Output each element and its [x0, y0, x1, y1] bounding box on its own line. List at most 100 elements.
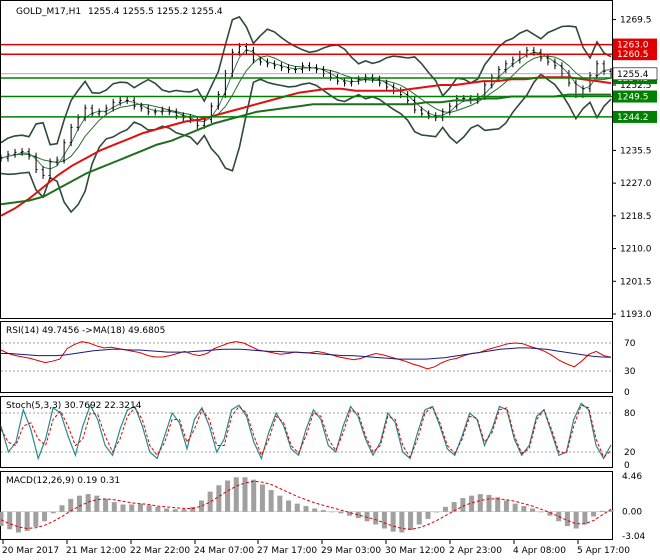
macd-title: MACD(12,26,9) 0.19 0.31 [6, 476, 120, 486]
price-axis-label: 1227.0 [620, 179, 652, 189]
rsi-axis-label: 30 [624, 367, 636, 377]
macd-histogram-bar [460, 498, 466, 512]
macd-histogram-bar [68, 498, 74, 512]
macd-histogram-bar [521, 506, 527, 512]
macd-histogram-bar [495, 497, 501, 512]
rsi-panel-frame [0, 321, 613, 393]
macd-histogram-bar [477, 494, 483, 512]
stoch-axis-label: 80 [624, 409, 636, 419]
time-axis-label: 20 Mar 2017 [2, 546, 59, 556]
macd-histogram-bar [164, 508, 170, 512]
macd-histogram-bar [242, 477, 248, 512]
macd-histogram-bar [399, 511, 405, 533]
macd-histogram-bar [329, 511, 335, 513]
macd-histogram-bar [198, 500, 204, 512]
level-label-1260.5: 1260.5 [617, 50, 649, 60]
stochastic-panel: 80 20 0 [0, 402, 636, 471]
macd-histogram-bar [599, 510, 605, 512]
macd-histogram-bar [338, 511, 344, 514]
macd-histogram-bar [225, 480, 231, 512]
macd-histogram-bar [146, 505, 152, 512]
macd-histogram-bar [408, 511, 414, 531]
macd-histogram-bar [451, 502, 457, 512]
macd-histogram-bar [129, 504, 135, 512]
bollinger-upper-band [0, 15, 612, 146]
macd-histogram-bar [512, 503, 518, 512]
moving-average-short [0, 49, 612, 170]
macd-histogram-bar [582, 511, 588, 525]
stoch-axis-label: 0 [624, 461, 630, 471]
rsi-axis-label: 0 [624, 388, 630, 398]
rsi-axis-label: 70 [624, 339, 636, 349]
macd-axis-label: -3.04 [622, 532, 646, 542]
stoch-main-line [0, 402, 612, 461]
macd-histogram-bar [85, 494, 91, 512]
time-axis-label: 4 Apr 08:00 [513, 546, 566, 556]
price-axis-label: 1269.5 [620, 16, 652, 26]
macd-histogram-bar [390, 511, 396, 532]
chart-symbol-label: GOLD_M17,H1 [16, 7, 81, 17]
rsi-ma-line [1, 347, 612, 360]
macd-histogram-bar [155, 506, 161, 512]
price-axis-label: 1252.5 [620, 81, 652, 91]
price-axis-label: 1201.5 [620, 277, 652, 287]
macd-panel: 4.46 0.00 -3.04 [0, 472, 646, 542]
bollinger-lower-band [0, 72, 612, 214]
time-axis-label: 5 Apr 17:00 [577, 546, 630, 556]
rsi-panel: 70 30 0 [0, 339, 636, 398]
macd-histogram-bar [364, 511, 370, 522]
macd-histogram-bar [251, 479, 257, 512]
main-panel-frame [0, 0, 613, 319]
level-label-1244.2: 1244.2 [617, 113, 649, 123]
macd-histogram-bar [190, 506, 196, 512]
level-label-1249.5: 1249.5 [617, 93, 649, 103]
macd-histogram-bar [442, 506, 448, 512]
macd-histogram-bar [0, 511, 4, 527]
macd-panel-frame [0, 471, 613, 540]
macd-histogram-bar [181, 509, 187, 512]
time-axis-label: 21 Mar 12:00 [66, 546, 126, 556]
macd-histogram-bar [59, 505, 65, 512]
macd-histogram-bar [268, 490, 274, 512]
stoch-panel-frame [0, 396, 613, 468]
macd-histogram-bar [303, 506, 309, 512]
macd-histogram-bar [50, 511, 56, 514]
level-tag-1263.0 [613, 38, 657, 51]
level-tag-1260.5 [613, 48, 657, 61]
stoch-signal-line [0, 404, 612, 459]
macd-axis-label: 4.46 [622, 472, 642, 482]
level-tag-1249.5 [613, 90, 657, 103]
macd-histogram-bar [33, 511, 39, 527]
macd-axis-label: 0.00 [622, 508, 642, 518]
current-price-tag [612, 67, 658, 81]
time-axis-label: 2 Apr 23:00 [449, 546, 502, 556]
macd-histogram-bar [530, 508, 536, 512]
macd-histogram-bar [425, 511, 431, 519]
time-axis: 20 Mar 2017 21 Mar 12:00 22 Mar 22:00 24 Ma… [2, 540, 630, 556]
price-axis-label: 1218.5 [620, 212, 652, 222]
macd-histogram-bar [347, 511, 353, 516]
macd-histogram-bar [469, 495, 475, 512]
macd-histogram-bar [111, 502, 117, 512]
current-price-label: 1255.4 [617, 70, 649, 80]
main-price-panel: 1269.51261.01252.51244.01235.51227.01218… [0, 15, 658, 320]
macd-histogram-bar [259, 484, 265, 512]
macd-histogram-bar [434, 511, 440, 513]
macd-histogram-bar [207, 491, 213, 512]
price-axis-label: 1193.0 [620, 310, 652, 320]
macd-histogram-bar [573, 511, 579, 529]
moving-average-red [0, 76, 612, 217]
macd-histogram-bar [94, 495, 100, 512]
macd-histogram-bar [486, 494, 492, 512]
macd-histogram-bar [564, 511, 570, 527]
macd-histogram-bar [547, 511, 553, 516]
time-axis-label: 24 Mar 07:00 [194, 546, 254, 556]
macd-histogram-bar [216, 485, 222, 512]
time-axis-label: 22 Mar 22:00 [130, 546, 190, 556]
time-axis-label: 27 Mar 17:00 [257, 546, 317, 556]
time-axis-label: 29 Mar 03:00 [321, 546, 381, 556]
level-tag-1244.2 [613, 110, 657, 123]
macd-histogram-bar [538, 511, 544, 513]
macd-histogram-bar [503, 500, 509, 512]
